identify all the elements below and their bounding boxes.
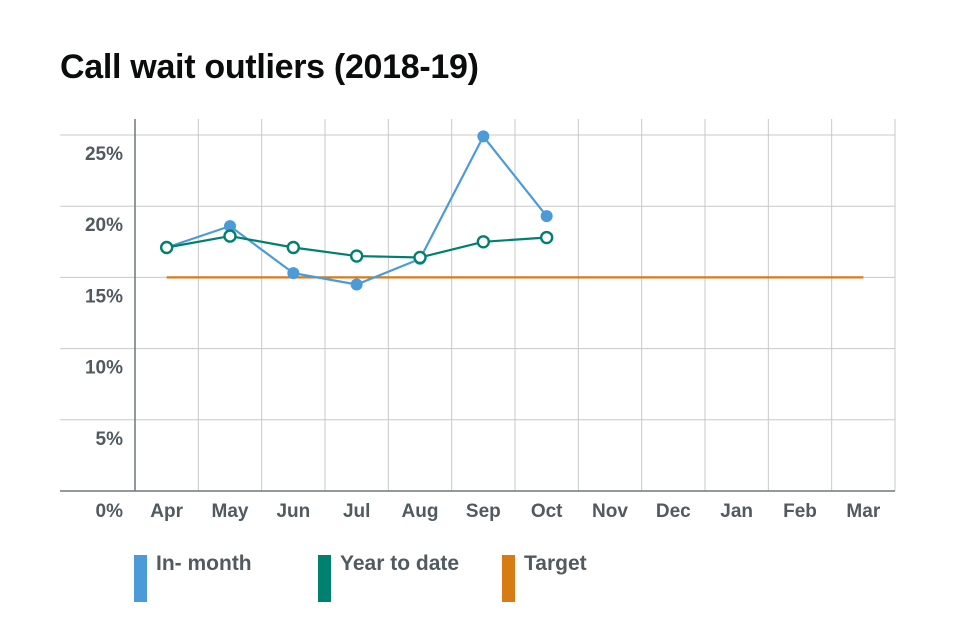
x-tick-label-sep: Sep bbox=[466, 501, 501, 522]
legend-swatch-target bbox=[502, 555, 515, 602]
x-tick-label-may: May bbox=[212, 501, 249, 522]
x-tick-label-jul: Jul bbox=[343, 501, 370, 522]
y-tick-label-5pct: 5% bbox=[96, 429, 124, 450]
y-tick-label-15pct: 15% bbox=[85, 286, 123, 307]
data-point-in-month-jun bbox=[287, 267, 300, 280]
x-tick-labels: Apr May Jun Jul Aug Sep Oct Nov Dec Jan Feb Mar bbox=[150, 501, 881, 522]
data-point-in-month-oct bbox=[540, 210, 553, 223]
data-point-year-to-date-oct bbox=[539, 230, 554, 245]
x-tick-label-jun: Jun bbox=[276, 501, 310, 522]
data-point-year-to-date-aug bbox=[413, 250, 427, 265]
chart-title: Call wait outliers (2018-19) bbox=[60, 48, 479, 86]
data-point-year-to-date-sep bbox=[476, 235, 491, 249]
y-tick-labels: 0% 5% 10% 15% 20% 25% bbox=[85, 144, 123, 522]
legend-label-year-to-date: Year to date bbox=[340, 552, 460, 575]
y-tick-label-0pct: 0% bbox=[96, 501, 124, 522]
axes bbox=[60, 119, 895, 492]
legend-swatch-in-month bbox=[134, 555, 147, 602]
x-tick-label-aug: Aug bbox=[402, 501, 439, 522]
x-tick-label-mar: Mar bbox=[846, 501, 880, 522]
y-tick-label-25pct: 25% bbox=[85, 144, 123, 165]
x-tick-label-jan: Jan bbox=[720, 501, 753, 522]
grid-lines bbox=[60, 119, 896, 491]
x-tick-label-apr: Apr bbox=[150, 501, 183, 522]
legend-label-target: Target bbox=[524, 552, 587, 575]
legend-swatch-year-to-date bbox=[318, 555, 331, 602]
x-tick-label-oct: Oct bbox=[531, 501, 563, 522]
data-point-in-month-jul bbox=[350, 278, 363, 291]
data-point-year-to-date-apr bbox=[159, 240, 174, 255]
y-tick-label-10pct: 10% bbox=[85, 358, 123, 379]
data-point-in-month-sep bbox=[477, 130, 490, 143]
x-tick-label-feb: Feb bbox=[783, 501, 817, 522]
x-tick-label-dec: Dec bbox=[656, 501, 691, 522]
data-point-year-to-date-may bbox=[223, 229, 237, 243]
data-point-year-to-date-jul bbox=[349, 249, 364, 263]
x-tick-label-nov: Nov bbox=[592, 501, 628, 522]
legend-label-in-month: In- month bbox=[156, 552, 252, 575]
data-point-in-month-may bbox=[224, 220, 236, 233]
data-point-year-to-date-jun bbox=[286, 240, 301, 255]
legend: In- month Year to date Target bbox=[0, 550, 960, 610]
series-layer bbox=[159, 130, 864, 291]
y-tick-label-20pct: 20% bbox=[85, 215, 123, 236]
